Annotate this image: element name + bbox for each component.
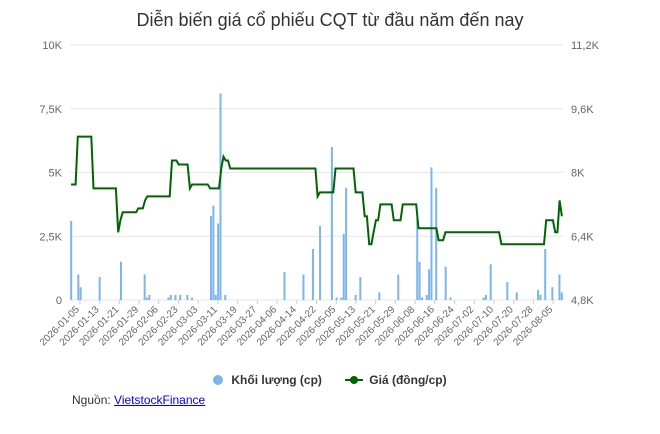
volume-bar[interactable] (420, 297, 423, 300)
volume-bar[interactable] (210, 215, 213, 300)
volume-bar[interactable] (515, 292, 518, 300)
volume-bar[interactable] (354, 294, 357, 300)
volume-bar[interactable] (191, 297, 194, 300)
volume-bar[interactable] (174, 294, 177, 300)
volume-bar[interactable] (77, 274, 80, 301)
volume-bar[interactable] (558, 274, 561, 301)
volume-bar[interactable] (484, 294, 487, 300)
volume-bar[interactable] (340, 297, 343, 300)
price-line (71, 135, 563, 246)
volume-bar[interactable] (435, 187, 438, 300)
y-left-tick-label: 2,5K (39, 231, 62, 243)
legend-price-label: Giá (đồng/cp) (369, 373, 447, 387)
volume-bar[interactable] (378, 292, 381, 300)
price-series-line[interactable] (71, 135, 563, 246)
volume-bar[interactable] (425, 294, 428, 300)
volume-bar[interactable] (186, 294, 189, 300)
volume-bar[interactable] (482, 297, 485, 300)
volume-bar[interactable] (342, 233, 345, 300)
volume-bar[interactable] (416, 218, 419, 300)
y-left-tick-label: 0 (56, 295, 62, 307)
volume-bar[interactable] (302, 274, 305, 301)
volume-bar[interactable] (489, 264, 492, 300)
volume-bar[interactable] (212, 205, 215, 300)
volume-bar[interactable] (217, 223, 220, 301)
volume-bar[interactable] (148, 294, 151, 300)
y-left-tick-label: 10K (42, 40, 62, 52)
volume-bar[interactable] (98, 277, 101, 300)
volume-bar[interactable] (539, 294, 542, 300)
volume-bar[interactable] (551, 287, 554, 300)
volume-bar[interactable] (335, 297, 338, 300)
volume-bar[interactable] (537, 289, 540, 300)
y-right-tick-label: 6,4K (571, 231, 594, 243)
volume-bar[interactable] (544, 249, 547, 300)
volume-bar[interactable] (179, 294, 182, 300)
legend-volume-label: Khối lượng (cp) (231, 373, 322, 387)
volume-bar[interactable] (311, 249, 314, 300)
volume-bar[interactable] (345, 187, 348, 300)
source-note: Nguồn: VietstockFinance (72, 393, 205, 407)
volume-bar[interactable] (428, 269, 431, 300)
legend-volume-marker-icon (213, 375, 224, 385)
volume-bar[interactable] (359, 277, 362, 300)
source-link[interactable]: VietstockFinance (114, 393, 206, 407)
volume-bar[interactable] (560, 292, 563, 300)
volume-bar[interactable] (506, 282, 509, 300)
volume-bars (70, 93, 563, 300)
volume-bar[interactable] (169, 294, 172, 300)
volume-bar[interactable] (214, 294, 217, 300)
volume-bar[interactable] (146, 297, 149, 300)
y-right-tick-label: 8K (571, 168, 585, 180)
y-right-tick-label: 9,6K (571, 104, 594, 116)
x-axis-ticks: 2026-01-052026-01-132026-01-212026-01-29… (38, 300, 556, 348)
volume-bar[interactable] (449, 297, 452, 300)
volume-bar[interactable] (418, 261, 421, 300)
volume-bar[interactable] (119, 261, 122, 300)
volume-bar[interactable] (143, 274, 146, 301)
volume-bar[interactable] (330, 147, 333, 300)
volume-bar[interactable] (444, 266, 447, 300)
source-label: Nguồn: (72, 393, 111, 407)
y-right-tick-label: 4,8K (571, 295, 594, 307)
volume-bar[interactable] (219, 93, 222, 300)
legend: Khối lượng (cp) Giá (đồng/cp) (0, 373, 660, 388)
chart-title: Diễn biến giá cổ phiếu CQT từ đầu năm đế… (136, 10, 524, 30)
volume-bar[interactable] (319, 226, 322, 300)
y-axis-left-ticks: 0 2,5K 5K 7,5K 10K (39, 40, 62, 307)
volume-bar[interactable] (224, 294, 227, 300)
volume-bar[interactable] (430, 167, 433, 300)
volume-bar[interactable] (397, 274, 400, 301)
y-right-tick-label: 11,2K (571, 40, 600, 52)
legend-price-marker-icon (345, 375, 364, 385)
y-left-tick-label: 5K (49, 168, 63, 180)
y-axis-right-ticks: 4,8K 6,4K 8K 9,6K 11,2K (571, 40, 600, 307)
volume-bar[interactable] (70, 220, 73, 300)
volume-bar[interactable] (79, 287, 82, 300)
y-left-tick-label: 7,5K (39, 104, 62, 116)
legend-item-volume[interactable]: Khối lượng (cp) (213, 373, 322, 387)
volume-bar[interactable] (283, 271, 286, 300)
volume-bar[interactable] (167, 297, 170, 300)
legend-item-price[interactable]: Giá (đồng/cp) (345, 373, 447, 387)
